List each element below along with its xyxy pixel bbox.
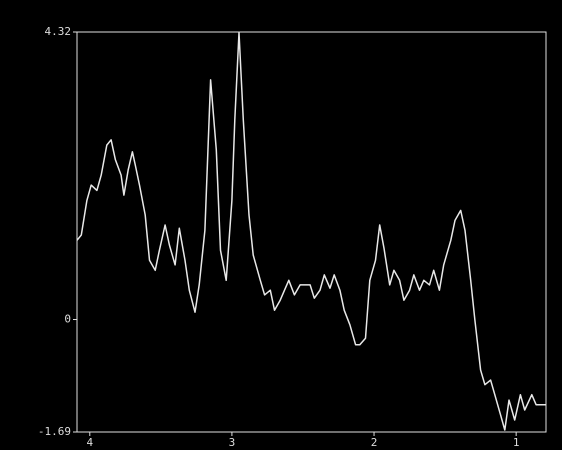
x-tick-label: 3 (229, 436, 236, 449)
x-tick-label: 1 (513, 436, 520, 449)
x-tick-label: 2 (371, 436, 378, 449)
line-series (76, 31, 546, 431)
y-tick-label: 0 (64, 313, 71, 326)
x-tick-label: 4 (86, 436, 93, 449)
y-tick-label: 4.32 (45, 25, 72, 38)
plot-frame (76, 31, 547, 433)
y-tick-label: -1.69 (38, 425, 71, 438)
